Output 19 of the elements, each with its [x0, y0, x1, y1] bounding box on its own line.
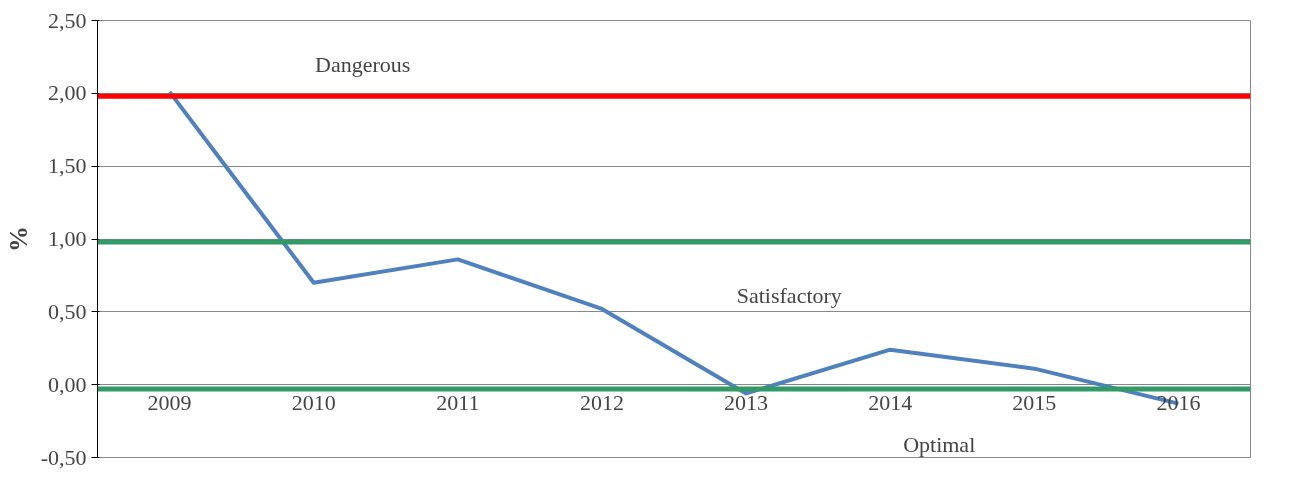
y-tick-label: 0,00: [48, 371, 87, 397]
x-tick-label: 2016: [1156, 389, 1201, 415]
y-tick-label: 2,50: [48, 7, 87, 33]
y-tick-label: 1,00: [48, 226, 87, 251]
y-tick-label: 1,50: [48, 153, 87, 179]
y-tick-label: 0,50: [48, 298, 87, 324]
annotation: Optimal: [903, 431, 976, 457]
x-tick-label: 2010: [291, 389, 336, 415]
annotation: Satisfactory: [736, 283, 842, 309]
x-tick-label: 2015: [1012, 389, 1057, 415]
annotation: Dangerous: [315, 51, 411, 77]
x-tick-label: 2011: [436, 389, 480, 415]
y-tick-label: -0,50: [40, 444, 87, 470]
y-tick-label: 2,00: [48, 80, 87, 106]
x-tick-label: 2009: [147, 389, 192, 415]
x-tick-label: 2012: [579, 389, 624, 415]
x-tick-label: 2013: [724, 389, 769, 415]
y-axis-title: %: [3, 226, 33, 252]
x-tick-label: 2014: [868, 389, 913, 415]
